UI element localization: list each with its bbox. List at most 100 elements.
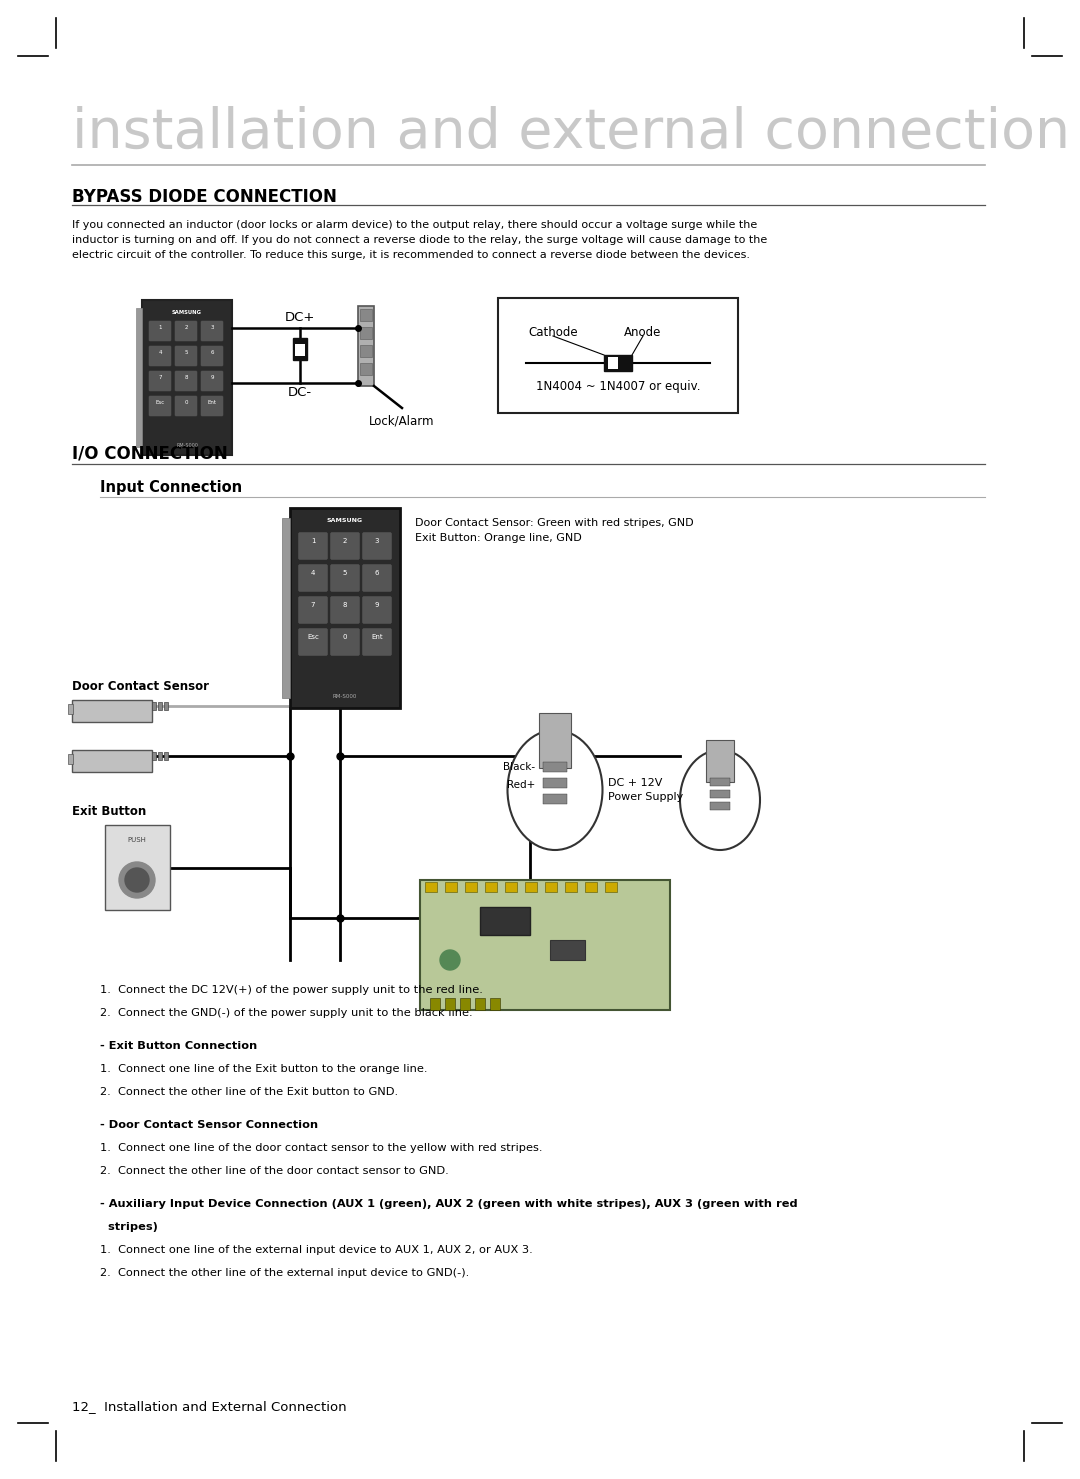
FancyBboxPatch shape <box>363 629 391 655</box>
Text: 2.  Connect the other line of the Exit button to GND.: 2. Connect the other line of the Exit bu… <box>100 1087 399 1097</box>
Bar <box>545 881 557 892</box>
FancyBboxPatch shape <box>149 396 171 416</box>
Bar <box>585 881 597 892</box>
Bar <box>295 345 305 356</box>
Text: 1.  Connect one line of the Exit button to the orange line.: 1. Connect one line of the Exit button t… <box>100 1063 428 1074</box>
Text: BYPASS DIODE CONNECTION: BYPASS DIODE CONNECTION <box>72 188 337 206</box>
Text: 1.  Connect the DC 12V(+) of the power supply unit to the red line.: 1. Connect the DC 12V(+) of the power su… <box>100 985 483 995</box>
Ellipse shape <box>508 731 603 850</box>
Text: 3: 3 <box>375 538 379 544</box>
Text: DC-: DC- <box>288 386 312 399</box>
Text: - Auxiliary Input Device Connection (AUX 1 (green), AUX 2 (green with white stri: - Auxiliary Input Device Connection (AUX… <box>100 1199 798 1208</box>
Bar <box>604 355 632 371</box>
Bar <box>72 750 152 772</box>
Bar <box>68 704 73 714</box>
Bar <box>357 306 374 386</box>
Text: 4: 4 <box>159 351 162 355</box>
Bar <box>445 881 457 892</box>
Bar <box>420 880 670 1010</box>
Text: DC+: DC+ <box>285 311 315 324</box>
Text: 2.  Connect the other line of the door contact sensor to GND.: 2. Connect the other line of the door co… <box>100 1165 449 1176</box>
Text: SAMSUNG: SAMSUNG <box>172 311 202 315</box>
Bar <box>152 751 156 760</box>
Bar <box>445 998 455 1010</box>
Text: RM-S000: RM-S000 <box>176 444 198 448</box>
Bar <box>360 327 372 339</box>
Bar <box>543 794 567 805</box>
Text: installation and external connection: installation and external connection <box>72 106 1070 160</box>
Bar <box>485 881 497 892</box>
Text: Red+: Red+ <box>507 779 535 790</box>
Text: Input Connection: Input Connection <box>100 481 242 495</box>
FancyBboxPatch shape <box>175 371 197 390</box>
Text: 1.  Connect one line of the door contact sensor to the yellow with red stripes.: 1. Connect one line of the door contact … <box>100 1143 542 1154</box>
Text: 2: 2 <box>342 538 347 544</box>
FancyBboxPatch shape <box>330 596 360 624</box>
Text: Anode: Anode <box>624 325 662 339</box>
Text: stripes): stripes) <box>100 1222 158 1232</box>
Text: 1N4004 ~ 1N4007 or equiv.: 1N4004 ~ 1N4007 or equiv. <box>536 380 700 393</box>
FancyBboxPatch shape <box>330 629 360 655</box>
Text: 1.  Connect one line of the external input device to AUX 1, AUX 2, or AUX 3.: 1. Connect one line of the external inpu… <box>100 1245 532 1256</box>
FancyBboxPatch shape <box>298 596 327 624</box>
Bar <box>539 713 571 768</box>
Text: I/O CONNECTION: I/O CONNECTION <box>72 445 228 463</box>
Ellipse shape <box>680 750 760 850</box>
Bar <box>543 778 567 788</box>
Bar <box>710 802 730 810</box>
Bar <box>158 703 162 710</box>
FancyBboxPatch shape <box>175 321 197 342</box>
Text: If you connected an inductor (door locks or alarm device) to the output relay, t: If you connected an inductor (door locks… <box>72 220 767 260</box>
Text: 2.  Connect the other line of the external input device to GND(-).: 2. Connect the other line of the externa… <box>100 1268 469 1278</box>
Bar <box>706 740 734 782</box>
Bar <box>360 345 372 356</box>
Bar <box>498 297 738 413</box>
Text: 5: 5 <box>185 351 188 355</box>
FancyBboxPatch shape <box>149 346 171 365</box>
Text: 0: 0 <box>342 634 348 640</box>
Text: - Exit Button Connection: - Exit Button Connection <box>100 1041 257 1052</box>
FancyBboxPatch shape <box>175 396 197 416</box>
Text: 1: 1 <box>159 325 162 330</box>
FancyBboxPatch shape <box>149 321 171 342</box>
Bar <box>293 339 307 359</box>
Text: Door Contact Sensor: Green with red stripes, GND
Exit Button: Orange line, GND: Door Contact Sensor: Green with red stri… <box>415 518 693 543</box>
FancyBboxPatch shape <box>298 532 327 559</box>
FancyBboxPatch shape <box>363 565 391 592</box>
Bar <box>158 751 162 760</box>
Bar <box>291 507 400 708</box>
Bar <box>426 881 437 892</box>
Bar <box>152 703 156 710</box>
Bar <box>543 762 567 772</box>
Text: 3: 3 <box>211 325 214 330</box>
Text: Ent: Ent <box>372 634 382 640</box>
FancyBboxPatch shape <box>201 346 222 365</box>
Circle shape <box>125 868 149 892</box>
Bar <box>360 309 372 321</box>
Bar <box>475 998 485 1010</box>
Bar <box>490 998 500 1010</box>
Text: Ent: Ent <box>207 399 216 405</box>
Text: RM-S000: RM-S000 <box>333 694 357 700</box>
Text: 12_  Installation and External Connection: 12_ Installation and External Connection <box>72 1401 347 1412</box>
Bar <box>141 300 232 456</box>
Bar <box>710 778 730 785</box>
Text: 8: 8 <box>342 602 348 608</box>
Text: 2: 2 <box>185 325 188 330</box>
Text: Lock/Alarm: Lock/Alarm <box>369 414 435 427</box>
Bar <box>565 881 577 892</box>
Text: Black-: Black- <box>503 762 535 772</box>
Text: Door Contact Sensor: Door Contact Sensor <box>72 680 210 694</box>
Text: 5: 5 <box>342 569 347 575</box>
Text: 2.  Connect the GND(-) of the power supply unit to the black line.: 2. Connect the GND(-) of the power suppl… <box>100 1009 473 1018</box>
FancyBboxPatch shape <box>330 532 360 559</box>
Bar <box>430 998 440 1010</box>
Text: Esc: Esc <box>156 399 164 405</box>
Bar <box>505 881 517 892</box>
Bar <box>164 703 168 710</box>
Bar <box>68 754 73 765</box>
Bar <box>710 790 730 799</box>
Bar <box>360 362 372 376</box>
FancyBboxPatch shape <box>298 629 327 655</box>
Text: 4: 4 <box>311 569 315 575</box>
